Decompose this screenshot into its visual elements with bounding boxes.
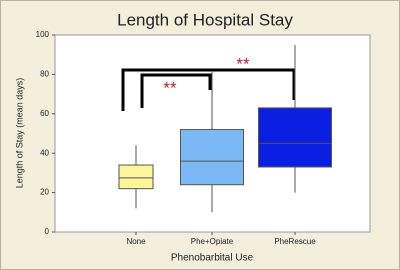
x-tick-label: Phe+Opiate bbox=[191, 237, 234, 246]
annotation: ** bbox=[163, 78, 177, 97]
significance-brackets bbox=[121, 68, 296, 111]
box bbox=[118, 164, 154, 190]
y-tick-label: 80 bbox=[40, 70, 49, 79]
x-axis-label: Phenobarbital Use bbox=[171, 253, 254, 264]
y-tick-label: 40 bbox=[40, 148, 49, 157]
chart-title: Length of Hospital Stay bbox=[117, 10, 293, 29]
y-tick-label: 20 bbox=[40, 188, 49, 197]
annotation: ** bbox=[236, 54, 250, 73]
box bbox=[258, 107, 332, 168]
y-tick-label: 60 bbox=[40, 109, 49, 118]
y-tick-label: 0 bbox=[45, 227, 50, 236]
box bbox=[180, 129, 244, 186]
x-tick-label: PheRescue bbox=[274, 237, 316, 246]
bracket bbox=[121, 68, 296, 111]
y-tick-label: 100 bbox=[36, 30, 50, 39]
bracket bbox=[140, 73, 212, 108]
x-tick-label: None bbox=[126, 237, 146, 246]
y-axis-label: Length of Stay (mean days) bbox=[14, 78, 24, 189]
